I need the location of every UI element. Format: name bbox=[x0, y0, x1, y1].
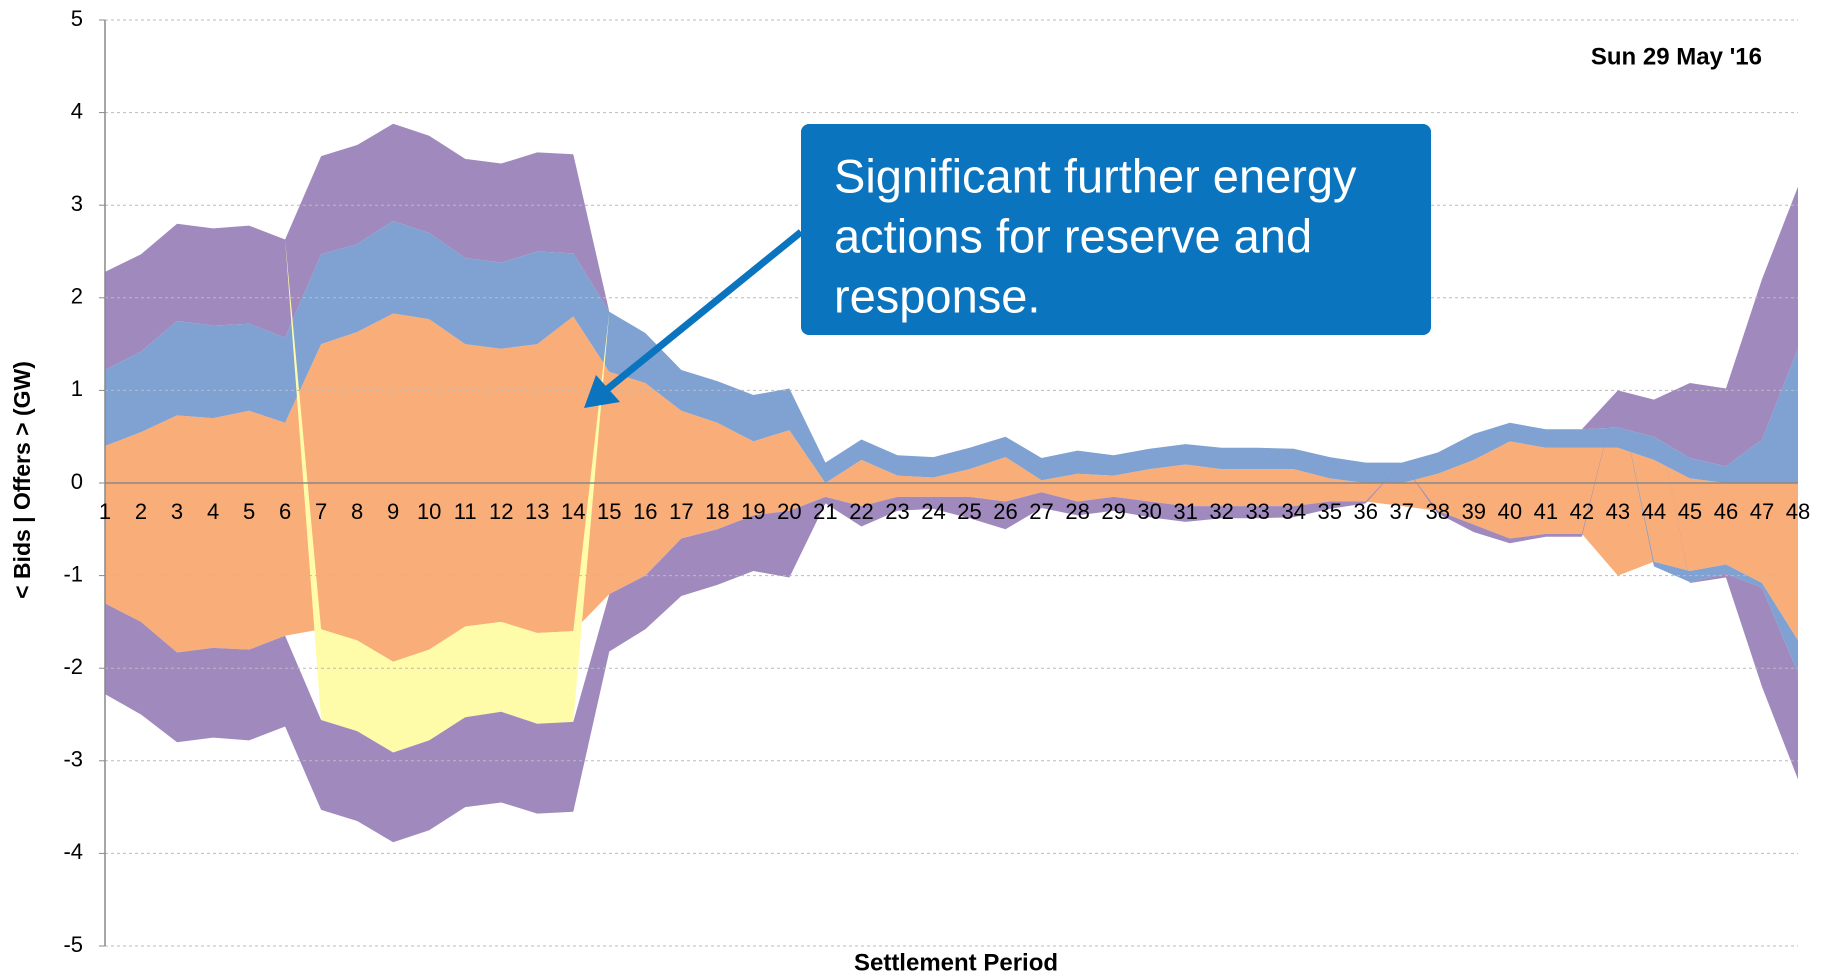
x-tick-label: 36 bbox=[1354, 499, 1378, 524]
y-tick-label: 1 bbox=[71, 376, 83, 401]
y-tick-label: -4 bbox=[63, 839, 83, 864]
x-tick-label: 39 bbox=[1462, 499, 1486, 524]
x-tick-label: 17 bbox=[669, 499, 693, 524]
y-tick-label: 5 bbox=[71, 6, 83, 31]
x-tick-label: 3 bbox=[171, 499, 183, 524]
callout-arrow bbox=[597, 229, 804, 398]
x-tick-label: 33 bbox=[1245, 499, 1269, 524]
callout-arrowhead bbox=[584, 375, 620, 408]
x-tick-label: 12 bbox=[489, 499, 513, 524]
x-tick-label: 20 bbox=[777, 499, 801, 524]
x-tick-label: 45 bbox=[1678, 499, 1702, 524]
y-tick-label: -1 bbox=[63, 561, 83, 586]
area-series bbox=[105, 313, 1798, 483]
y-tick-label: -5 bbox=[63, 932, 83, 957]
x-tick-label: 29 bbox=[1101, 499, 1125, 524]
date-label: Sun 29 May '16 bbox=[1591, 43, 1762, 70]
callout-line: response. bbox=[834, 269, 1040, 322]
x-tick-label: 7 bbox=[315, 499, 327, 524]
x-tick-label: 1 bbox=[99, 499, 111, 524]
x-axis-title: Settlement Period bbox=[854, 949, 1058, 976]
x-tick-label: 6 bbox=[279, 499, 291, 524]
x-tick-label: 38 bbox=[1426, 499, 1450, 524]
y-tick-label: 4 bbox=[71, 98, 83, 123]
callout-box bbox=[801, 124, 1431, 335]
x-tick-label: 10 bbox=[417, 499, 441, 524]
x-tick-label: 31 bbox=[1173, 499, 1197, 524]
x-tick-label: 30 bbox=[1137, 499, 1161, 524]
x-tick-label: 15 bbox=[597, 499, 621, 524]
y-tick-label: -2 bbox=[63, 654, 83, 679]
x-tick-label: 13 bbox=[525, 499, 549, 524]
axes bbox=[99, 19, 1798, 947]
x-tick-label: 19 bbox=[741, 499, 765, 524]
area-series bbox=[105, 483, 1798, 662]
x-tick-label: 21 bbox=[813, 499, 837, 524]
x-tick-label: 32 bbox=[1209, 499, 1233, 524]
y-tick-label: 0 bbox=[71, 469, 83, 494]
x-tick-label: 37 bbox=[1390, 499, 1414, 524]
y-tick-label: 3 bbox=[71, 191, 83, 216]
x-tick-label: 8 bbox=[351, 499, 363, 524]
callout: Significant further energy actions for r… bbox=[584, 124, 1431, 408]
areas bbox=[105, 123, 1798, 843]
x-tick-label: 23 bbox=[885, 499, 909, 524]
x-tick-label: 14 bbox=[561, 499, 585, 524]
x-tick-label: 5 bbox=[243, 499, 255, 524]
x-tick-label: 44 bbox=[1642, 499, 1666, 524]
area-series bbox=[105, 123, 1798, 467]
x-tick-label: 9 bbox=[387, 499, 399, 524]
x-tick-label: 25 bbox=[957, 499, 981, 524]
x-tick-label: 41 bbox=[1534, 499, 1558, 524]
area-series bbox=[105, 390, 1798, 843]
x-tick-label: 4 bbox=[207, 499, 219, 524]
x-tick-label: 18 bbox=[705, 499, 729, 524]
x-tick-label: 28 bbox=[1065, 499, 1089, 524]
x-tick-label: 40 bbox=[1498, 499, 1522, 524]
y-axis-title: < Bids | Offers > (GW) bbox=[9, 361, 35, 599]
x-tick-label: 35 bbox=[1317, 499, 1341, 524]
x-tick-label: 24 bbox=[921, 499, 945, 524]
area-series bbox=[105, 220, 1798, 483]
y-tick-label: -3 bbox=[63, 747, 83, 772]
x-tick-label: 16 bbox=[633, 499, 657, 524]
x-tick-label: 26 bbox=[993, 499, 1017, 524]
x-tick-label: 11 bbox=[454, 499, 477, 524]
x-tick-label: 2 bbox=[135, 499, 147, 524]
x-tick-label: 42 bbox=[1570, 499, 1594, 524]
x-tick-label: 48 bbox=[1786, 499, 1810, 524]
callout-line: Significant further energy bbox=[834, 149, 1357, 202]
x-tick-label: 22 bbox=[849, 499, 873, 524]
y-tick-label: 2 bbox=[71, 284, 83, 309]
x-tick-label: 47 bbox=[1750, 499, 1774, 524]
callout-line: actions for reserve and bbox=[834, 209, 1312, 262]
x-tick-label: 46 bbox=[1714, 499, 1738, 524]
x-tick-label: 27 bbox=[1029, 499, 1053, 524]
x-tick-label: 43 bbox=[1606, 499, 1630, 524]
x-tick-label: 34 bbox=[1281, 499, 1305, 524]
